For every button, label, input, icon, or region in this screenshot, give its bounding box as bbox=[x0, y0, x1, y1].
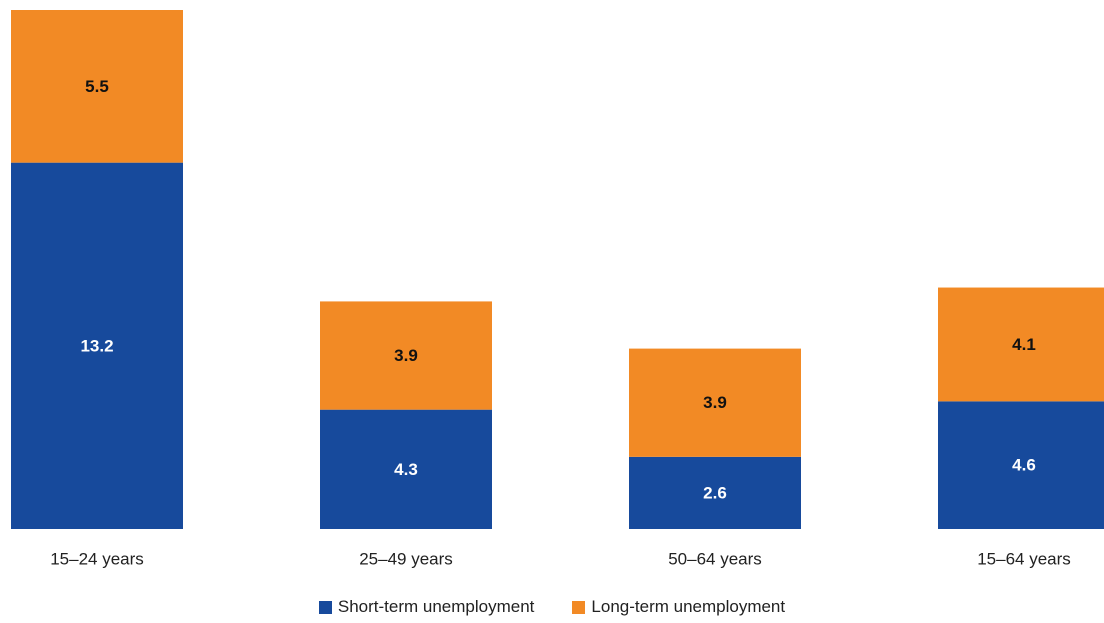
bars-group bbox=[11, 10, 1104, 529]
value-label-short-term-unemployment-50-64-years: 2.6 bbox=[703, 483, 727, 502]
legend-swatch-long-term bbox=[572, 600, 586, 614]
bar-short-term-unemployment-25-49-years bbox=[320, 409, 492, 529]
bar-short-term-unemployment-15-24-years bbox=[11, 162, 183, 529]
category-label-25-49-years: 25–49 years bbox=[359, 550, 453, 569]
bar-long-term-unemployment-50-64-years bbox=[629, 348, 801, 457]
legend-item-long-term: Long-term unemployment bbox=[572, 597, 785, 617]
value-label-long-term-unemployment-25-49-years: 3.9 bbox=[394, 346, 418, 365]
category-label-50-64-years: 50–64 years bbox=[668, 550, 762, 569]
bar-short-term-unemployment-15-64-years bbox=[938, 401, 1104, 529]
legend: Short-term unemployment Long-term unempl… bbox=[0, 597, 1104, 617]
bar-short-term-unemployment-50-64-years bbox=[629, 456, 801, 529]
bar-long-term-unemployment-15-64-years bbox=[938, 287, 1104, 402]
legend-label-short-term: Short-term unemployment bbox=[337, 597, 535, 616]
value-labels-group: 13.2 5.5 4.3 3.9 2.6 3.9 4.6 4.1 bbox=[80, 77, 1035, 503]
legend-item-short-term: Short-term unemployment bbox=[318, 597, 535, 617]
value-label-short-term-unemployment-15-64-years: 4.6 bbox=[1012, 456, 1036, 475]
legend-label-long-term: Long-term unemployment bbox=[591, 597, 786, 616]
category-label-15-24-years: 15–24 years bbox=[50, 550, 144, 569]
value-label-short-term-unemployment-25-49-years: 4.3 bbox=[394, 460, 418, 479]
value-label-long-term-unemployment-50-64-years: 3.9 bbox=[703, 393, 727, 412]
value-label-short-term-unemployment-15-24-years: 13.2 bbox=[80, 336, 113, 355]
category-label-15-64-years: 15–64 years bbox=[977, 550, 1071, 569]
value-label-long-term-unemployment-15-64-years: 4.1 bbox=[1012, 335, 1036, 354]
category-labels-group: 15–24 years 25–49 years 50–64 years 15–64 y… bbox=[50, 550, 1071, 569]
bar-long-term-unemployment-25-49-years bbox=[320, 301, 492, 410]
legend-swatch-short-term bbox=[318, 600, 332, 614]
value-label-long-term-unemployment-15-24-years: 5.5 bbox=[85, 77, 109, 96]
bar-long-term-unemployment-15-24-years bbox=[11, 10, 183, 163]
